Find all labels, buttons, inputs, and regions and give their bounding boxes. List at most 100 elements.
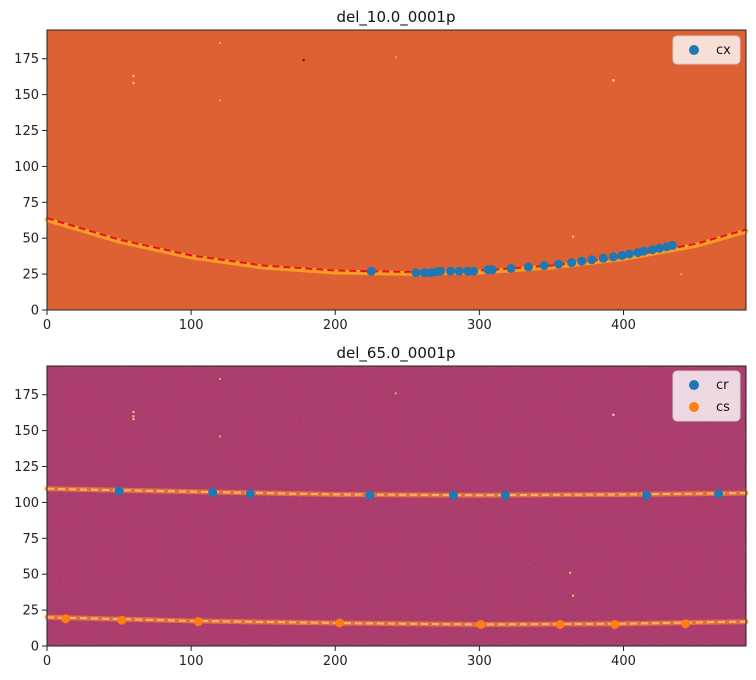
point-cr	[365, 490, 375, 500]
x-tick-label: 200	[323, 654, 348, 669]
x-tick-label: 400	[611, 654, 636, 669]
point-cx	[469, 266, 479, 276]
point-cs	[555, 620, 565, 629]
plot-frame-top	[46, 29, 747, 311]
fit-line	[46, 616, 747, 626]
y-tick-label: 175	[14, 52, 39, 67]
speckle	[218, 435, 221, 438]
point-cx	[647, 245, 657, 255]
speckle	[394, 56, 397, 59]
point-cr	[448, 490, 458, 500]
point-cs	[610, 620, 620, 629]
panel-bottom: del_65.0_0001p 0 100 200 300 400 0 25 50 75 100 1…	[14, 344, 749, 669]
x-tick-label: 300	[467, 654, 492, 669]
panel-top: del_10.0_0001p 0 100 200 300 400 0 25 50 75 100 1…	[14, 8, 749, 333]
speckle	[218, 41, 221, 44]
speckles-top	[132, 41, 683, 276]
y-tick-label: 125	[14, 124, 39, 139]
data-points-top	[366, 240, 677, 278]
y-axis-top: 0 25 50 75 100 125 150 175	[14, 52, 47, 319]
y-tick-label: 25	[22, 268, 39, 283]
x-axis-top: 0 100 200 300 400	[43, 310, 636, 333]
speckle	[612, 413, 615, 416]
trace-glow	[44, 217, 749, 276]
legend-label-cr: cr	[716, 378, 729, 393]
x-tick-label: 100	[179, 318, 204, 333]
point-cx	[436, 266, 445, 276]
y-tick-label: 0	[31, 304, 39, 319]
chart-title-bottom: del_65.0_0001p	[336, 344, 455, 363]
speckle	[132, 82, 135, 85]
y-tick-label: 100	[14, 496, 39, 511]
y-tick-label: 150	[14, 424, 39, 439]
point-cs	[335, 618, 345, 628]
point-cx	[598, 253, 608, 263]
point-cx	[554, 259, 564, 269]
y-tick-label: 125	[14, 460, 39, 475]
point-cx	[567, 258, 577, 268]
point-cx	[617, 250, 627, 260]
point-cx	[539, 261, 549, 270]
point-cr	[245, 489, 255, 499]
legend-bottom: cr cs	[672, 370, 741, 422]
x-tick-label: 100	[179, 654, 204, 669]
y-tick-label: 50	[22, 568, 39, 583]
point-cx	[411, 268, 421, 278]
y-tick-label: 0	[31, 640, 39, 655]
plot-frame-bottom	[46, 365, 747, 647]
point-cx	[366, 266, 376, 276]
x-tick-label: 400	[611, 318, 636, 333]
point-cx	[639, 246, 649, 256]
legend-marker-cr	[689, 380, 699, 390]
speckle	[132, 415, 135, 418]
y-tick-label: 25	[22, 604, 39, 619]
x-tick-label: 0	[43, 318, 51, 333]
point-cr	[208, 487, 218, 497]
speckle	[569, 571, 572, 574]
y-tick-label: 150	[14, 88, 39, 103]
y-tick-label: 75	[22, 196, 39, 211]
point-cx	[506, 263, 516, 273]
point-cx	[454, 266, 464, 276]
point-cx	[487, 265, 497, 275]
speckle	[132, 74, 135, 77]
point-cx	[577, 256, 587, 266]
legend-top: cx	[672, 35, 741, 65]
point-cx	[655, 243, 664, 253]
y-tick-label: 75	[22, 532, 39, 547]
point-cr	[114, 486, 124, 496]
speckle	[132, 418, 135, 421]
point-cx	[587, 255, 597, 265]
speckle	[680, 273, 683, 276]
x-tick-label: 200	[323, 318, 348, 333]
point-cx	[624, 249, 634, 259]
point-cx	[446, 266, 455, 276]
point-cx	[523, 262, 533, 272]
legend-marker-cs	[689, 402, 699, 412]
y-axis-bottom: 0 25 50 75 100 125 150 175	[14, 388, 47, 655]
legend-box-top	[672, 35, 741, 65]
y-tick-label: 100	[14, 160, 39, 175]
point-cs	[193, 617, 203, 627]
point-cs	[117, 615, 127, 625]
speckle	[302, 59, 305, 62]
legend-label-cx: cx	[716, 43, 731, 58]
point-cs	[61, 614, 71, 624]
speckle	[394, 392, 397, 395]
point-cs	[476, 620, 486, 629]
x-axis-bottom: 0 100 200 300 400	[43, 646, 636, 669]
y-tick-label: 50	[22, 232, 39, 247]
point-cr	[642, 490, 652, 500]
data-points-bottom	[61, 486, 724, 629]
speckle	[218, 99, 221, 102]
speckle	[218, 377, 221, 380]
speckle	[572, 235, 575, 238]
y-tick-label: 175	[14, 388, 39, 403]
chart-title-top: del_10.0_0001p	[336, 8, 455, 27]
speckle	[132, 410, 135, 413]
point-cr	[500, 490, 510, 500]
legend-marker-cx	[689, 45, 699, 55]
legend-box-bottom	[672, 370, 741, 422]
point-cs	[681, 619, 690, 629]
